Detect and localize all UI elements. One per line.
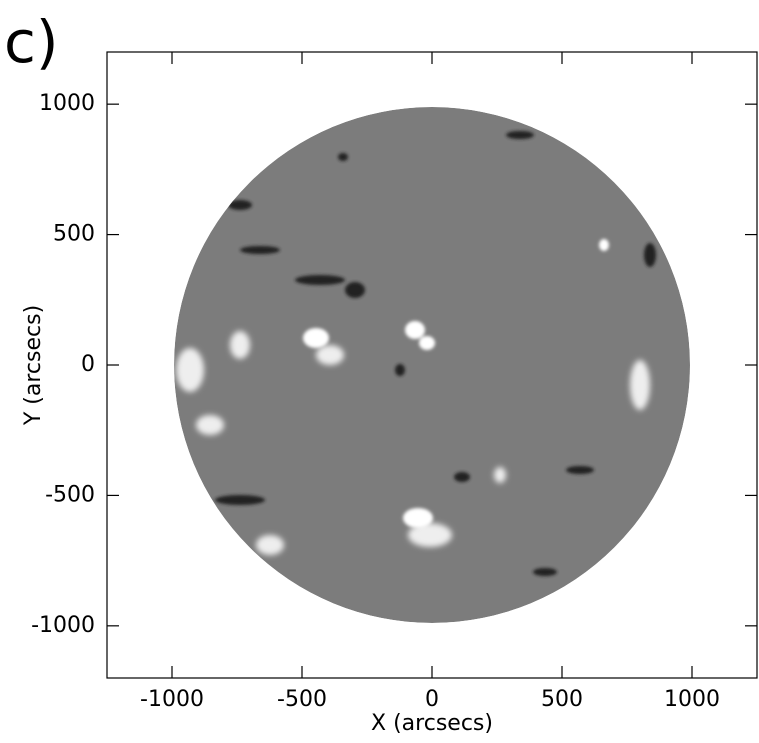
x-tick-label: 1000 — [664, 687, 720, 712]
x-axis-label: X (arcsecs) — [371, 711, 493, 736]
y-tick-label: 500 — [53, 222, 95, 247]
x-tick-label: -500 — [277, 687, 327, 712]
x-tick-label: 500 — [541, 687, 583, 712]
x-tick-label: -1000 — [140, 687, 204, 712]
y-axis-label: Y (arcsecs) — [21, 305, 46, 426]
y-tick-label: -500 — [45, 482, 95, 507]
y-tick-label: 1000 — [39, 91, 95, 116]
y-tick-label: 0 — [81, 352, 95, 377]
y-tick-label: -1000 — [31, 613, 95, 638]
solar-disk — [174, 107, 690, 623]
panel-label: c) — [4, 8, 59, 76]
x-tick-label: 0 — [425, 687, 439, 712]
